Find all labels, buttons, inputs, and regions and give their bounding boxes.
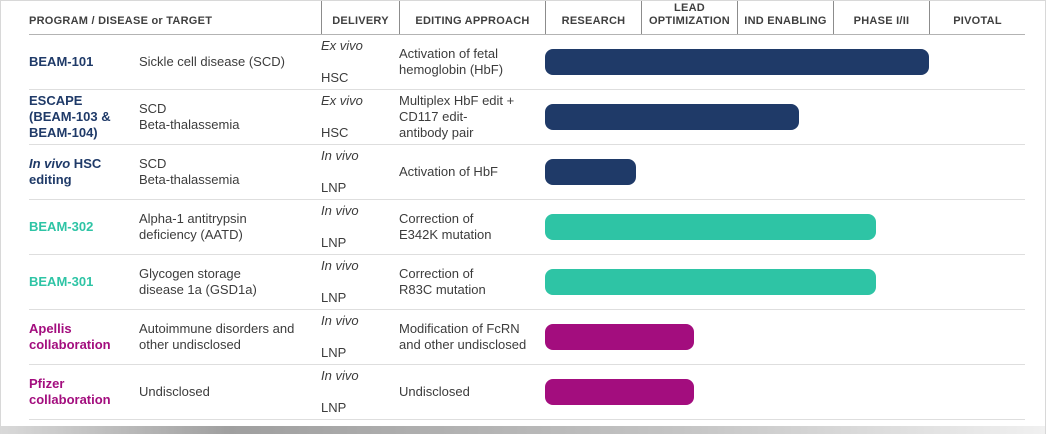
editing-approach: Undisclosed xyxy=(399,383,470,399)
program-name: Apellis collaboration xyxy=(29,321,139,354)
stage-track xyxy=(545,145,1025,199)
delivery-vehicle: HSC xyxy=(321,125,349,141)
header-program-disease: PROGRAM / DISEASE or TARGET xyxy=(29,14,213,27)
program-name-text: BEAM-302 xyxy=(29,218,94,234)
stage-header-phase-i-ii: PHASE I/II xyxy=(833,1,929,34)
pipeline-row-beam-302: BEAM-302 Alpha-1 antitrypsin deficiency … xyxy=(29,200,1025,255)
disease-target: Sickle cell disease (SCD) xyxy=(139,53,285,69)
header-editing-approach: EDITING APPROACH xyxy=(399,1,545,34)
pipeline-table: PROGRAM / DISEASE or TARGET DELIVERY EDI… xyxy=(1,1,1045,420)
progress-bar xyxy=(545,324,694,350)
program-name-text: ESCAPE (BEAM-103 & BEAM-104) xyxy=(29,92,111,141)
program-cell: ESCAPE (BEAM-103 & BEAM-104) xyxy=(29,76,139,157)
header-stages: RESEARCH LEAD OPTIMIZATION IND ENABLING … xyxy=(545,1,1025,34)
program-name: ESCAPE (BEAM-103 & BEAM-104) xyxy=(29,93,139,142)
stage-track xyxy=(545,200,1025,254)
stage-header-pivotal: PIVOTAL xyxy=(929,1,1025,34)
delivery-cell: Ex vivo HSC xyxy=(321,76,399,157)
disease-target: Autoimmune disorders and other undisclos… xyxy=(139,320,295,352)
progress-bar xyxy=(545,269,877,295)
editing-approach: Activation of fetal hemoglobin (HbF) xyxy=(399,45,504,77)
program-name-text: HSC editing xyxy=(29,155,102,187)
program-name: Pfizer collaboration xyxy=(29,376,139,409)
progress-bar xyxy=(545,104,800,130)
delivery-mode: In vivo xyxy=(321,257,359,273)
delivery-cell: Ex vivo HSC xyxy=(321,21,399,102)
program-name-text: BEAM-101 xyxy=(29,53,94,69)
delivery-vehicle: HSC xyxy=(321,70,349,86)
editing-approach: Activation of HbF xyxy=(399,163,498,179)
delivery-cell: In vivo LNP xyxy=(321,241,399,322)
delivery-cell: In vivo LNP xyxy=(321,131,399,212)
delivery-cell: In vivo LNP xyxy=(321,296,399,377)
disease-target: SCD Beta-thalassemia xyxy=(139,100,240,132)
disease-target: Alpha-1 antitrypsin deficiency (AATD) xyxy=(139,210,247,242)
editing-approach: Modification of FcRN and other undisclos… xyxy=(399,320,527,352)
program-name-text: BEAM-301 xyxy=(29,273,94,289)
progress-bar xyxy=(545,379,694,405)
stage-header-ind-enabling: IND ENABLING xyxy=(737,1,833,34)
program-cell: BEAM-302 xyxy=(29,203,139,252)
disease-target: SCD Beta-thalassemia xyxy=(139,155,240,187)
progress-bar xyxy=(545,214,877,240)
disease-target: Undisclosed xyxy=(139,383,210,399)
program-cell: In vivo HSC editing xyxy=(29,140,139,205)
program-name-text: Apellis collaboration xyxy=(29,320,111,352)
header-row: PROGRAM / DISEASE or TARGET DELIVERY EDI… xyxy=(29,1,1025,35)
pipeline-row-beam-101: BEAM-101 Sickle cell disease (SCD) Ex vi… xyxy=(29,35,1025,90)
editing-approach: Multiplex HbF edit + CD117 edit- antibod… xyxy=(399,92,515,141)
delivery-mode: Ex vivo xyxy=(321,92,363,108)
program-name: BEAM-302 xyxy=(29,219,139,235)
program-name: In vivo HSC editing xyxy=(29,156,139,189)
delivery-mode: Ex vivo xyxy=(321,37,363,53)
disease-target: Glycogen storage disease 1a (GSD1a) xyxy=(139,265,257,297)
bottom-edge xyxy=(1,426,1045,434)
delivery-vehicle: LNP xyxy=(321,345,347,361)
delivery-mode: In vivo xyxy=(321,312,359,328)
program-cell: Apellis collaboration xyxy=(29,305,139,370)
editing-approach: Correction of R83C mutation xyxy=(399,265,486,297)
delivery-mode: In vivo xyxy=(321,147,359,163)
header-delivery: DELIVERY xyxy=(321,1,399,34)
delivery-cell: In vivo LNP xyxy=(321,186,399,267)
progress-bar xyxy=(545,49,929,75)
pipeline-row-in-vivo-hsc: In vivo HSC editing SCD Beta-thalassemia… xyxy=(29,145,1025,200)
stage-track xyxy=(545,35,1025,89)
delivery-vehicle: LNP xyxy=(321,235,347,251)
stage-track xyxy=(545,310,1025,364)
pipeline-row-beam-301: BEAM-301 Glycogen storage disease 1a (GS… xyxy=(29,255,1025,310)
program-cell: Pfizer collaboration xyxy=(29,360,139,425)
stage-track xyxy=(545,365,1025,419)
stage-track xyxy=(545,255,1025,309)
program-cell: BEAM-101 xyxy=(29,38,139,87)
pipeline-row-pfizer: Pfizer collaboration Undisclosed In vivo… xyxy=(29,365,1025,420)
delivery-vehicle: LNP xyxy=(321,290,347,306)
delivery-vehicle: LNP xyxy=(321,180,347,196)
editing-approach: Correction of E342K mutation xyxy=(399,210,492,242)
stage-header-lead-optimization: LEAD OPTIMIZATION xyxy=(641,1,737,34)
delivery-vehicle: LNP xyxy=(321,400,347,416)
program-name-italic: In vivo xyxy=(29,155,71,171)
progress-bar xyxy=(545,159,637,185)
pipeline-row-apellis: Apellis collaboration Autoimmune disorde… xyxy=(29,310,1025,365)
stage-header-research: RESEARCH xyxy=(545,1,641,34)
program-cell: BEAM-301 xyxy=(29,258,139,307)
delivery-mode: In vivo xyxy=(321,202,359,218)
program-name: BEAM-301 xyxy=(29,274,139,290)
delivery-mode: In vivo xyxy=(321,367,359,383)
delivery-cell: In vivo LNP xyxy=(321,351,399,432)
stage-track xyxy=(545,90,1025,144)
pipeline-row-escape: ESCAPE (BEAM-103 & BEAM-104) SCD Beta-th… xyxy=(29,90,1025,145)
program-name: BEAM-101 xyxy=(29,54,139,70)
program-name-text: Pfizer collaboration xyxy=(29,375,111,407)
